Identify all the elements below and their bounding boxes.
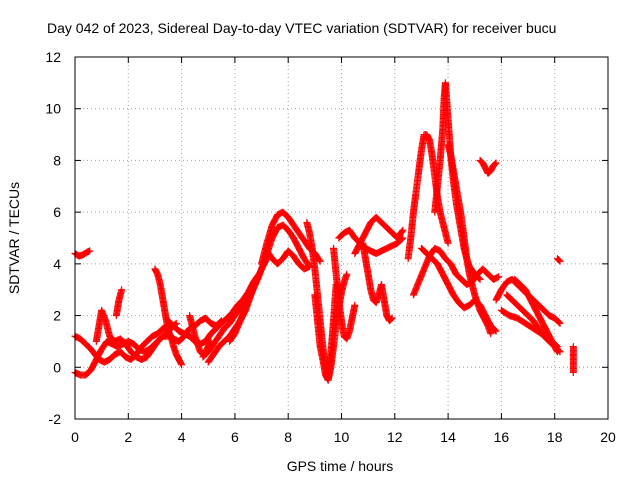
- y-tick-label: 8: [53, 152, 61, 168]
- data-points: [71, 79, 577, 384]
- y-tick-label: 10: [45, 101, 61, 117]
- series-track-25: [476, 156, 500, 177]
- series-track-16: [330, 244, 359, 343]
- x-tick-label: 20: [600, 429, 616, 445]
- data-point: [316, 257, 324, 265]
- y-tick-label: 2: [53, 308, 61, 324]
- x-tick-label: 18: [547, 429, 563, 445]
- y-tick-label: 12: [45, 49, 61, 65]
- series-track-21: [409, 244, 503, 299]
- chart-title: Day 042 of 2023, Sidereal Day-to-day VTE…: [47, 20, 556, 36]
- series-track-19: [359, 239, 396, 325]
- series-track-29: [497, 306, 561, 351]
- data-point: [476, 275, 484, 283]
- data-point: [552, 342, 560, 350]
- series-track-24: [444, 141, 495, 338]
- x-axis-label: GPS time / hours: [287, 458, 394, 474]
- x-tick-label: 16: [494, 429, 510, 445]
- x-tick-label: 12: [387, 429, 403, 445]
- data-point: [492, 159, 500, 167]
- series-track-05: [112, 286, 126, 320]
- data-point: [553, 343, 561, 351]
- data-point: [475, 275, 483, 283]
- data-point: [555, 318, 563, 326]
- series-track-31: [569, 343, 577, 376]
- data-point: [487, 330, 495, 338]
- data-point: [343, 270, 351, 278]
- data-point: [399, 226, 407, 234]
- data-point: [86, 247, 94, 255]
- x-tick-label: 6: [231, 429, 239, 445]
- x-tick-label: 14: [440, 429, 456, 445]
- data-point: [444, 239, 452, 247]
- data-point: [398, 227, 406, 235]
- x-tick-label: 10: [334, 429, 350, 445]
- series-track-18: [351, 213, 407, 258]
- axis-ticks: 0 2 4 6 8 10 12 14 16 18 20 -2 0 2 4 6 8 10 12: [45, 49, 616, 445]
- data-point: [492, 327, 500, 335]
- y-tick-label: 4: [53, 256, 61, 272]
- x-tick-label: 0: [71, 429, 79, 445]
- y-tick-label: -2: [49, 411, 62, 427]
- data-point: [555, 256, 563, 264]
- y-axis-label: SDTVAR / TECUs: [6, 182, 22, 294]
- data-point: [388, 314, 396, 322]
- series-track-13: [263, 247, 314, 273]
- data-point: [495, 273, 503, 281]
- x-tick-label: 8: [284, 429, 292, 445]
- data-point: [491, 160, 499, 168]
- series-track-30: [553, 255, 564, 265]
- data-point: [387, 315, 395, 323]
- x-tick-label: 4: [178, 429, 186, 445]
- data-point: [556, 319, 564, 327]
- y-tick-label: 0: [53, 359, 61, 375]
- data-point: [118, 286, 126, 294]
- data-point: [556, 257, 564, 265]
- x-tick-label: 2: [124, 429, 132, 445]
- data-point: [569, 368, 577, 376]
- y-tick-label: 6: [53, 204, 61, 220]
- data-point: [178, 361, 186, 369]
- data-point: [351, 301, 359, 309]
